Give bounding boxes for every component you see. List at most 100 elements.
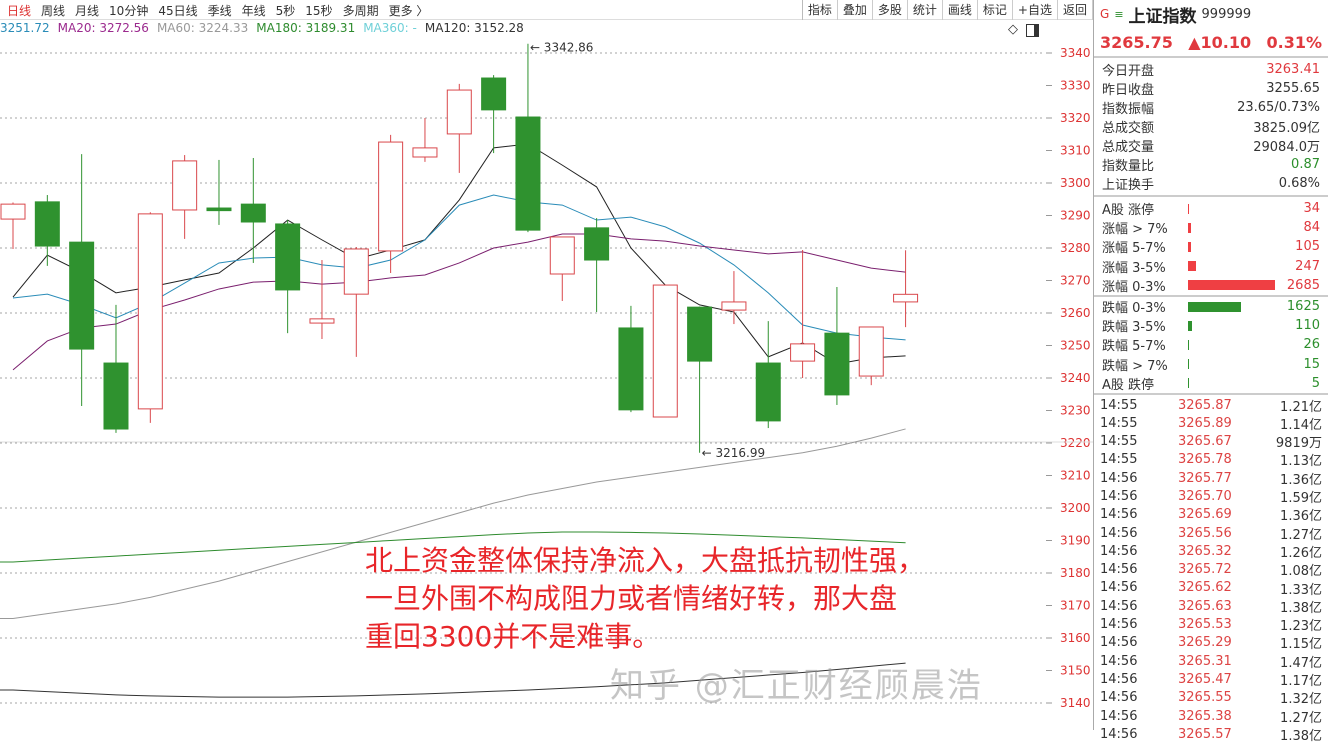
candlestick-chart[interactable]: 3140 3150 3160 3170 3180 3190 3200 3210 3220 3230…: [0, 0, 1093, 730]
count-row: 涨幅 5-7% 105: [1094, 237, 1328, 256]
period-tab[interactable]: 更多 〉: [388, 4, 429, 18]
menu-icon[interactable]: ≡: [1114, 7, 1124, 21]
annotation-text: 北上资金整体保持净流入，大盘抵抗韧性强， 一旦外围不构成阻力或者情绪好转，那大盘…: [365, 544, 926, 653]
tick-time: 14:56: [1100, 617, 1138, 633]
tool-button[interactable]: 指标: [803, 0, 838, 20]
tick-volume: 1.21亿: [1280, 399, 1322, 415]
tick-list[interactable]: 14:55 3265.87 1.21亿 14:55 3265.89 1.14亿 14:55 3…: [1094, 395, 1328, 744]
tool-button[interactable]: 多股: [873, 0, 908, 20]
diamond-icon[interactable]: ◇: [1008, 22, 1018, 37]
count-label: 跌幅 5-7%: [1102, 339, 1166, 355]
tick-time: 14:56: [1100, 562, 1138, 578]
count-row: 跌幅 0-3% 1625: [1094, 297, 1328, 316]
tick-volume: 1.38亿: [1280, 600, 1322, 616]
stat-label: 指数振幅: [1102, 102, 1155, 117]
legend-item: MA360: -: [363, 21, 417, 35]
tick-price: 3265.29: [1178, 635, 1232, 651]
tick-time: 14:56: [1100, 726, 1138, 742]
stat-label: 今日开盘: [1102, 64, 1155, 79]
count-bar: [1188, 241, 1192, 252]
count-bar: [1188, 203, 1190, 214]
count-bar: [1188, 359, 1189, 370]
chart-controls: ◇: [1008, 22, 1039, 37]
y-tick-label: 3210: [1060, 469, 1091, 483]
tool-button[interactable]: 叠加: [838, 0, 873, 20]
period-tab[interactable]: 年线: [241, 4, 266, 18]
panel-toggle-icon[interactable]: [1026, 24, 1039, 37]
period-tab[interactable]: 10分钟: [109, 4, 149, 18]
y-tick-label: 3160: [1060, 631, 1091, 645]
price-change: ▲10.10: [1188, 32, 1252, 52]
tick-volume: 1.08亿: [1280, 564, 1322, 580]
stat-label: 昨日收盘: [1102, 83, 1155, 98]
period-tab[interactable]: 日线: [7, 4, 32, 18]
toolbar: 日线 周线 月线 10分钟 45日线 季线 年线 5秒 15秒 多周期 更多 〉 指标 叠加 多股 统计画…: [0, 0, 1093, 20]
tick-time: 14:55: [1100, 415, 1138, 431]
tick-row: 14:55 3265.67 9819万: [1094, 432, 1328, 451]
count-bar: [1188, 261, 1196, 272]
tick-time: 14:56: [1100, 653, 1138, 669]
candle-body: [0, 203, 26, 220]
count-label: A股 跌停: [1102, 377, 1155, 393]
count-row: 涨幅 3-5% 247: [1094, 257, 1328, 276]
tick-time: 14:56: [1100, 635, 1138, 651]
tick-volume: 1.17亿: [1280, 673, 1322, 689]
index-name: 上证指数: [1128, 6, 1197, 27]
tick-row: 14:56 3265.57 1.38亿: [1094, 725, 1328, 744]
stat-row: 今日开盘 3263.41: [1094, 60, 1328, 79]
candle-body: [893, 293, 919, 303]
y-tick-label: 3240: [1060, 371, 1091, 385]
count-label: 跌幅 0-3%: [1102, 301, 1166, 317]
stat-value: 29084.0万: [1253, 140, 1320, 155]
tick-time: 14:56: [1100, 507, 1138, 523]
count-value: 5: [1311, 375, 1320, 391]
price-change-pct: 0.31%: [1266, 32, 1322, 52]
tick-row: 14:56 3265.77 1.36亿: [1094, 469, 1328, 488]
count-row: A股 涨停 34: [1094, 199, 1328, 218]
tick-volume: 1.27亿: [1280, 710, 1322, 726]
tool-button[interactable]: 标记: [978, 0, 1013, 20]
tick-time: 14:56: [1100, 580, 1138, 596]
count-row: A股 跌停 5: [1094, 374, 1328, 393]
count-bar: [1188, 320, 1192, 331]
tool-button[interactable]: 画线: [943, 0, 978, 20]
period-tab[interactable]: 周线: [41, 4, 66, 18]
y-tick-label: 3220: [1060, 436, 1091, 450]
watermark: 知乎 @汇正财经顾晨浩: [610, 666, 983, 706]
legend-item: MA60: 3224.33: [156, 21, 249, 35]
stat-row: 指数振幅 23.65/0.73%: [1094, 98, 1328, 117]
period-tab[interactable]: 月线: [75, 4, 100, 18]
count-row: 涨幅 0-3% 2685: [1094, 276, 1328, 295]
tool-button[interactable]: +自选: [1013, 0, 1058, 20]
stat-row: 上证换手 0.68%: [1094, 174, 1328, 193]
y-tick-label: 3270: [1060, 274, 1091, 288]
tick-price: 3265.38: [1178, 708, 1232, 724]
tick-time: 14:56: [1100, 671, 1138, 687]
ma120-line: [0, 662, 906, 698]
count-label: 涨幅 > 7%: [1102, 222, 1168, 238]
quote-price-row: 3265.75 ▲10.10 0.31%: [1094, 28, 1328, 56]
count-value: 247: [1295, 258, 1320, 274]
period-tab[interactable]: 5秒: [275, 4, 296, 18]
ma180-line: [0, 531, 906, 563]
period-tab[interactable]: 多周期: [342, 4, 379, 18]
quote-header: G ≡ 上证指数 999999: [1094, 0, 1328, 28]
count-row: 跌幅 3-5% 110: [1094, 316, 1328, 335]
tick-volume: 1.36亿: [1280, 509, 1322, 525]
tick-time: 14:56: [1100, 470, 1138, 486]
tool-button[interactable]: 返回: [1058, 0, 1093, 20]
tick-volume: 1.15亿: [1280, 637, 1322, 653]
count-bar: [1188, 280, 1275, 291]
tick-row: 14:56 3265.29 1.15亿: [1094, 634, 1328, 652]
candle-body: [790, 343, 816, 362]
candle-body: [549, 236, 575, 275]
tick-time: 14:55: [1100, 434, 1138, 450]
period-tab[interactable]: 15秒: [305, 4, 333, 18]
tick-row: 14:56 3265.47 1.17亿: [1094, 670, 1328, 689]
count-value: 34: [1303, 201, 1320, 217]
period-tab[interactable]: 45日线: [158, 4, 198, 18]
tool-button[interactable]: 统计: [908, 0, 943, 20]
period-tab[interactable]: 季线: [207, 4, 232, 18]
stat-label: 指数量比: [1102, 159, 1155, 174]
legend-item: MA20: 3272.56: [57, 21, 149, 35]
